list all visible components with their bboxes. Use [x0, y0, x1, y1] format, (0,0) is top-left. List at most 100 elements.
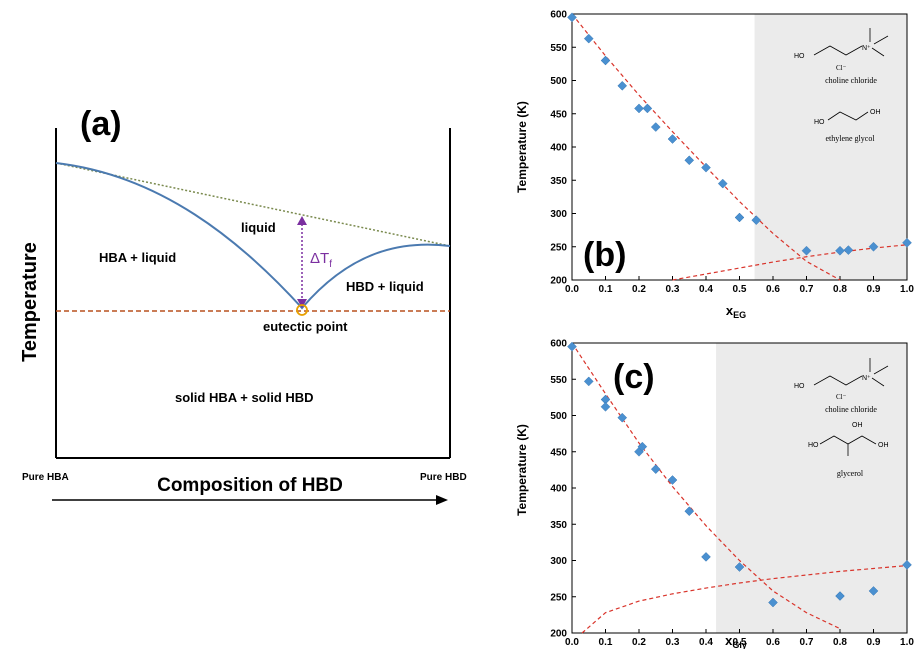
- panel-c: 0.0 0.1 0.2 0.3 0.4 0.5 0.6 0.7 0.8 0.9 1.0 200 250 3…: [515, 339, 914, 651]
- panel-c-ylabel: Temperature (K): [515, 424, 529, 516]
- panel-b-points: [567, 12, 912, 256]
- data-point: [717, 178, 728, 189]
- pure-hbd-label: Pure HBD: [420, 472, 467, 483]
- svg-text:N⁺: N⁺: [862, 375, 871, 382]
- data-point: [801, 245, 812, 256]
- panel-a-xlabel: Composition of HBD: [157, 475, 343, 496]
- panel-b-label: (b): [583, 236, 626, 274]
- x-tick-label: 0.8: [833, 637, 847, 648]
- data-point: [843, 245, 854, 255]
- x-tick-label: 0.8: [833, 284, 847, 295]
- panel-b-frame: [571, 13, 908, 281]
- y-tick-label: 200: [550, 276, 567, 287]
- panel-b-shaded-region: [754, 14, 907, 280]
- panel-c-mol1-name: choline chloride: [825, 405, 877, 414]
- x-tick-label: 0.1: [599, 637, 613, 648]
- data-point: [600, 55, 611, 66]
- composition-arrowhead: [436, 495, 448, 505]
- region-liquid: liquid: [241, 220, 276, 235]
- eutectic-point-marker: [296, 304, 308, 316]
- glycerol-structure: HO OH OH glycerol: [808, 422, 889, 478]
- y-tick-label: 550: [550, 375, 567, 386]
- y-tick-label: 250: [550, 592, 567, 603]
- data-point: [768, 597, 778, 608]
- delta-t-label: ΔTf: [310, 250, 332, 270]
- data-point: [868, 241, 879, 252]
- svg-text:OH: OH: [852, 422, 863, 429]
- data-point: [650, 122, 661, 132]
- fit-line-0: [571, 342, 841, 630]
- svg-text:HO: HO: [794, 383, 805, 390]
- x-tick-label: 0.1: [599, 284, 613, 295]
- data-point: [902, 559, 912, 570]
- data-point: [650, 464, 661, 475]
- data-point: [617, 412, 628, 423]
- x-tick-label: 1.0: [900, 637, 914, 648]
- x-tick-label: 1.0: [900, 284, 914, 295]
- y-tick-label: 400: [550, 484, 567, 495]
- x-tick-label: 0.7: [800, 637, 814, 648]
- x-tick-label: 0.7: [800, 284, 814, 295]
- data-point: [634, 103, 644, 114]
- y-tick-label: 400: [550, 143, 567, 154]
- y-tick-label: 450: [550, 447, 567, 458]
- x-tick-label: 0.6: [766, 284, 780, 295]
- data-point: [583, 33, 594, 44]
- data-point: [734, 212, 745, 223]
- x-tick-label: 0.0: [565, 637, 579, 648]
- panel-c-shaded-region: [716, 343, 907, 633]
- region-solid: solid HBA + solid HBD: [175, 390, 314, 405]
- y-tick-label: 450: [550, 109, 567, 120]
- panel-c-fit-lines: [571, 342, 908, 634]
- data-point: [868, 586, 879, 596]
- panel-b-mol1-name: choline chloride: [825, 76, 877, 85]
- fit-line-1: [581, 564, 908, 634]
- data-point: [701, 162, 711, 173]
- data-point: [684, 506, 695, 517]
- x-tick-label: 0.5: [733, 284, 747, 295]
- choline-chloride-structure-c: HO N⁺ Cl⁻ choline chloride: [794, 358, 889, 414]
- region-eutectic-label: eutectic point: [263, 319, 348, 334]
- liquidus-curve: [55, 162, 451, 310]
- y-tick-label: 500: [550, 76, 567, 87]
- x-tick-label: 0.2: [632, 637, 646, 648]
- panel-b-mol2-name: ethylene glycol: [825, 134, 875, 143]
- svg-text:OH: OH: [870, 109, 881, 116]
- data-point: [701, 552, 711, 562]
- y-tick-label: 300: [550, 556, 567, 567]
- y-tick-label: 250: [550, 242, 567, 253]
- panel-c-label: (c): [613, 358, 655, 396]
- svg-text:OH: OH: [878, 442, 889, 449]
- panel-c-frame: [571, 342, 908, 634]
- x-tick-label: 0.9: [867, 284, 881, 295]
- panel-c-ticks: 0.0 0.1 0.2 0.3 0.4 0.5 0.6 0.7 0.8 0.9 1.0 200 250 3…: [550, 339, 914, 649]
- data-point: [684, 155, 695, 166]
- data-point: [617, 80, 628, 91]
- x-tick-label: 0.6: [766, 637, 780, 648]
- y-tick-label: 500: [550, 411, 567, 422]
- data-point: [734, 562, 745, 572]
- data-point: [902, 237, 912, 248]
- data-point: [583, 376, 594, 387]
- data-point: [667, 134, 678, 144]
- ideal-liquidus-line: [55, 162, 451, 247]
- y-tick-label: 200: [550, 629, 567, 640]
- y-tick-label: 350: [550, 520, 567, 531]
- panel-c-points: [567, 341, 912, 608]
- x-tick-label: 0.3: [666, 637, 680, 648]
- svg-text:HO: HO: [814, 119, 825, 126]
- panel-a-label: (a): [80, 105, 122, 143]
- svg-text:HO: HO: [794, 53, 805, 60]
- ethylene-glycol-structure: HO OH ethylene glycol: [814, 109, 881, 143]
- y-tick-label: 600: [550, 10, 567, 21]
- choline-chloride-structure: HO N⁺ Cl⁻ choline chloride: [794, 28, 889, 85]
- data-point: [567, 12, 577, 23]
- panel-c-mol2-name: glycerol: [837, 469, 864, 478]
- region-hbd-liquid: HBD + liquid: [346, 279, 424, 294]
- region-hba-liquid: HBA + liquid: [99, 250, 176, 265]
- panel-a-ylabel: Temperature: [19, 242, 41, 362]
- y-tick-label: 550: [550, 43, 567, 54]
- y-tick-label: 350: [550, 176, 567, 187]
- x-tick-label: 0.2: [632, 284, 646, 295]
